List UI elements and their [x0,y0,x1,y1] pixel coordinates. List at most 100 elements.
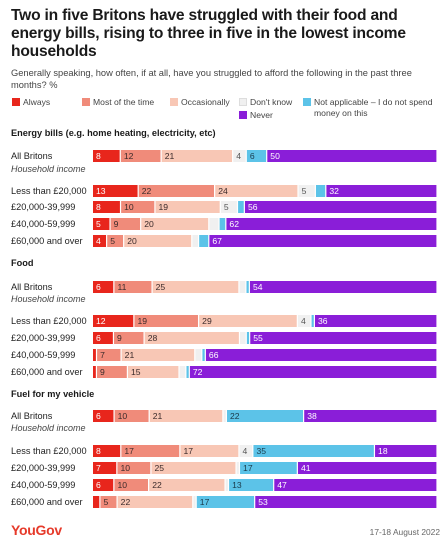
value-label: 22 [121,497,131,507]
bar-segment [93,235,107,247]
bar-segment [93,281,114,293]
legend-swatch [12,98,20,106]
bar-segment [120,150,161,162]
bar-segment [97,349,121,361]
value-label: 19 [137,316,147,326]
bar-segment [107,235,124,247]
section-title: Food [11,258,33,268]
value-label: 50 [270,151,280,161]
value-label: 12 [96,316,106,326]
bar-segment [93,496,100,508]
value-label: 17 [183,446,193,456]
bar-segment [195,349,202,361]
bar-segment [250,332,437,344]
value-label: 6 [96,480,101,490]
value-label: 36 [318,316,328,326]
bar-segment [138,185,215,197]
bar-segment [192,235,198,247]
bar-segment [205,349,437,361]
bar-segment [236,462,239,474]
value-label: 22 [230,411,240,421]
value-label: 4 [236,151,241,161]
value-label: 32 [329,186,339,196]
bar-segment [314,315,437,327]
bar-segment [209,218,219,230]
row-label: £40,000-59,999 [11,219,75,229]
value-label: 4 [96,236,101,246]
bar-segment [161,150,233,162]
value-label: 22 [142,186,152,196]
bar-segment [134,315,198,327]
value-label: 11 [117,282,126,292]
row-label: £60,000 and over [11,367,83,377]
value-label: 12 [124,151,134,161]
bar-segment [144,332,239,344]
legend-swatch [303,98,311,106]
legend-label: Always [23,97,51,107]
row-label: Less than £20,000 [11,186,87,196]
value-label: 20 [144,219,154,229]
bar-segment [202,349,205,361]
bar-segment [114,332,144,344]
survey-date: 17-18 August 2022 [369,527,440,537]
bar-segment [209,235,437,247]
bar-segment [179,366,186,378]
bar-segment [152,281,239,293]
value-label: 5 [302,186,307,196]
row-label: £20,000-39,999 [11,333,75,343]
value-label: 41 [301,463,311,473]
bar-segment [180,445,239,457]
value-label: 15 [131,367,141,377]
legend-swatch [82,98,90,106]
bar-segment [225,479,228,491]
bar-segment [246,150,267,162]
value-label: 24 [218,186,228,196]
legend-swatch [170,98,178,106]
value-label: 9 [100,367,105,377]
value-label: 8 [96,151,101,161]
bar-segment [274,479,437,491]
bar-segment [315,185,326,197]
row-label: £20,000-39,999 [11,463,75,473]
legend-label: Not applicable – I do not spend money on… [314,97,433,118]
bar-segment [110,218,141,230]
row-label: £60,000 and over [11,497,83,507]
bar-segment [93,332,113,344]
value-label: 54 [253,282,263,292]
value-label: 55 [253,333,263,343]
value-label: 13 [232,480,242,490]
bar-segment [196,496,255,508]
bar-segment [186,366,189,378]
value-label: 56 [248,202,258,212]
bar-segment [121,445,180,457]
bar-segment [223,410,226,422]
legend: Always Most of the time Occasionally Don… [10,97,446,121]
bar-segment [93,218,110,230]
bar-segment [117,462,151,474]
value-label: 10 [124,202,134,212]
value-label: 5 [110,236,115,246]
section-title: Energy bills (e.g. home heating, electri… [11,128,216,138]
bar-segment [114,479,148,491]
bar-segment [246,332,250,344]
bar-segment [114,410,149,422]
bar-segment [233,150,246,162]
bar-segment [255,496,437,508]
bar-segment [93,150,120,162]
value-label: 21 [165,151,175,161]
bar-segment [121,349,195,361]
row-label: £60,000 and over [11,236,83,246]
bar-segment [297,462,437,474]
legend-label: Occasionally [181,97,230,107]
bar-segment [326,185,437,197]
value-label: 6 [250,151,255,161]
value-label: 10 [120,463,130,473]
bar-segment [93,445,121,457]
bar-segment [189,366,437,378]
bar-segment [226,218,437,230]
value-label: 62 [229,219,239,229]
bar-segment [93,410,114,422]
bar-segment [93,462,117,474]
legend-label: Most of the time [93,97,155,107]
